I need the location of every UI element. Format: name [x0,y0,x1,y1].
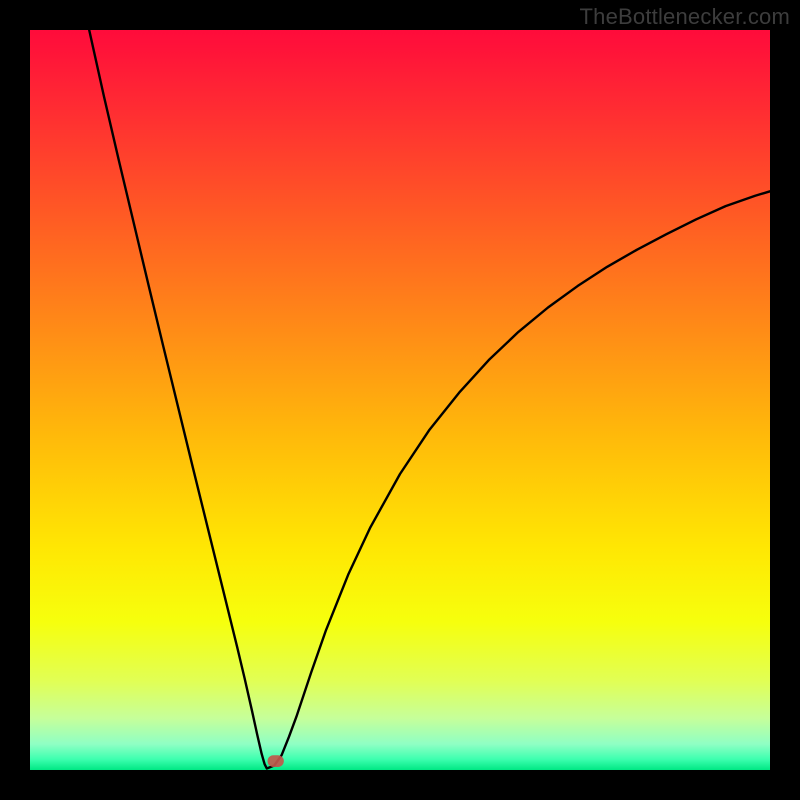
bottleneck-curve-chart [30,30,770,770]
gradient-background [30,30,770,770]
watermark-text: TheBottlenecker.com [580,4,790,30]
plot-area [30,30,770,770]
chart-frame: TheBottlenecker.com [0,0,800,800]
minimum-marker [268,755,284,767]
